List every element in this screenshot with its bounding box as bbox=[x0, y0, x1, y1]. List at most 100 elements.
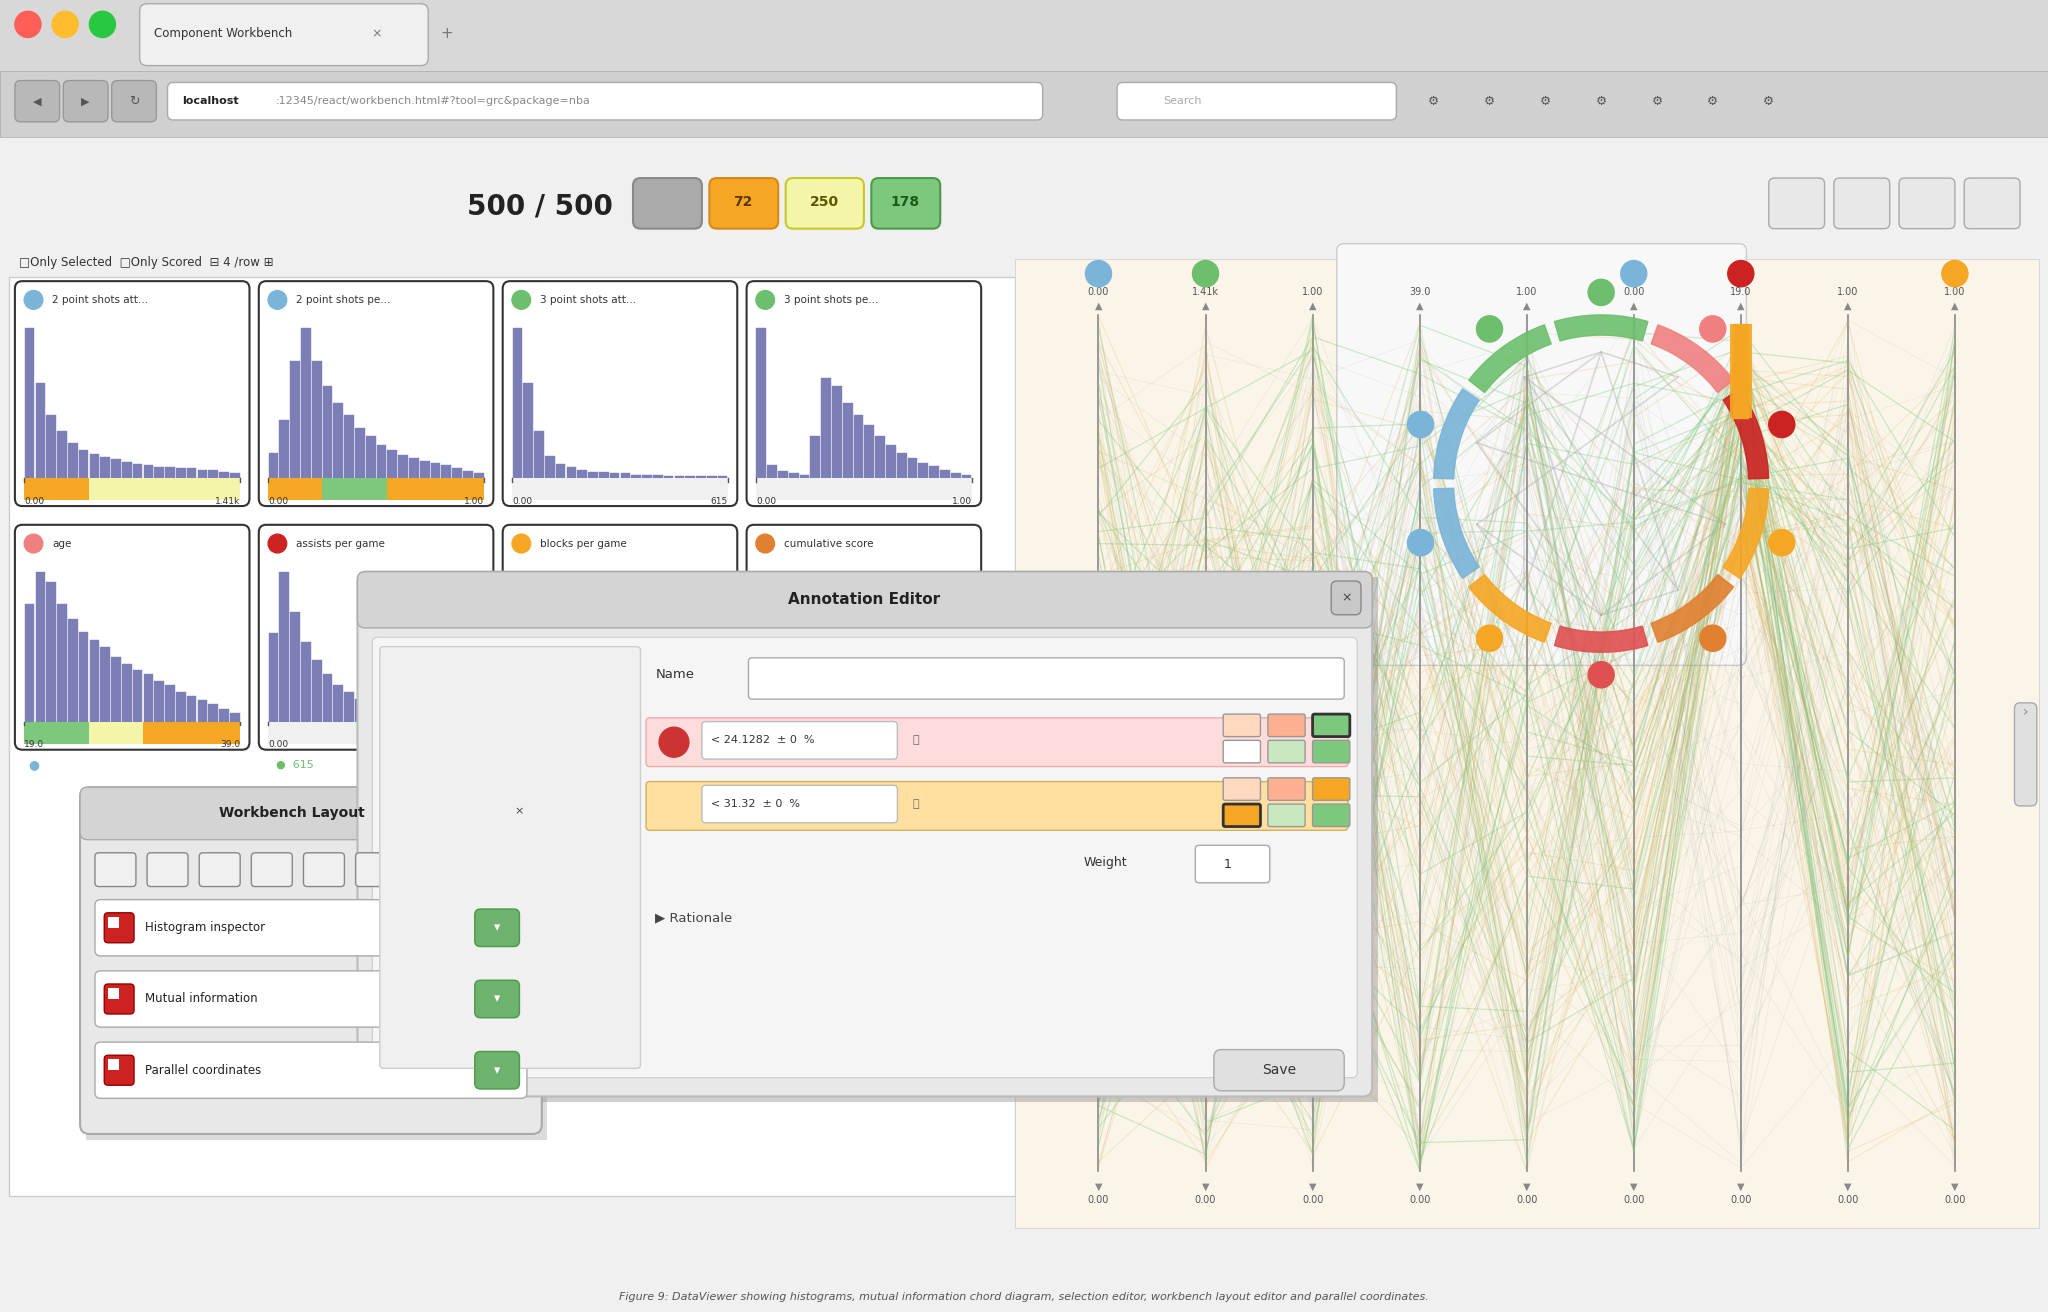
Bar bbox=[1014, 258, 2038, 1228]
Bar bbox=[788, 472, 799, 478]
Bar bbox=[778, 471, 788, 478]
Text: 39.0: 39.0 bbox=[219, 740, 240, 749]
Text: 0.00: 0.00 bbox=[1303, 1194, 1323, 1204]
Bar bbox=[664, 719, 674, 722]
Text: ▲: ▲ bbox=[1309, 300, 1317, 311]
Bar bbox=[219, 708, 229, 722]
Bar bbox=[717, 719, 727, 722]
Bar bbox=[344, 691, 354, 722]
Text: Search: Search bbox=[1163, 96, 1202, 106]
Bar bbox=[535, 686, 545, 722]
Text: ⚙: ⚙ bbox=[1708, 94, 1718, 108]
Text: Name: Name bbox=[655, 668, 694, 681]
FancyBboxPatch shape bbox=[147, 853, 188, 887]
Text: 2 point shots att...: 2 point shots att... bbox=[51, 295, 147, 304]
Text: 1.41k: 1.41k bbox=[215, 497, 240, 505]
Text: □Only Selected  □Only Scored  ⊟ 4 /row ⊞: □Only Selected □Only Scored ⊟ 4 /row ⊞ bbox=[18, 256, 272, 269]
FancyBboxPatch shape bbox=[702, 786, 897, 823]
Polygon shape bbox=[1651, 575, 1733, 643]
Circle shape bbox=[512, 534, 530, 552]
Bar bbox=[864, 669, 874, 722]
Bar bbox=[473, 472, 483, 478]
Bar bbox=[311, 660, 322, 722]
Bar bbox=[907, 458, 918, 478]
Text: ⚙: ⚙ bbox=[1595, 94, 1608, 108]
Bar bbox=[154, 681, 164, 722]
Bar bbox=[109, 917, 119, 928]
Text: Parallel coordinates: Parallel coordinates bbox=[145, 1064, 262, 1077]
Bar bbox=[821, 378, 831, 478]
Circle shape bbox=[1407, 412, 1434, 438]
Bar bbox=[88, 478, 240, 500]
Bar bbox=[674, 719, 684, 722]
FancyBboxPatch shape bbox=[1268, 778, 1305, 800]
Bar bbox=[111, 459, 121, 478]
Text: blocks per game: blocks per game bbox=[541, 538, 627, 548]
FancyBboxPatch shape bbox=[14, 80, 59, 122]
Bar bbox=[831, 386, 842, 478]
Bar bbox=[367, 437, 375, 478]
Bar bbox=[397, 455, 408, 478]
Bar bbox=[545, 706, 555, 722]
Text: ▲: ▲ bbox=[1524, 300, 1530, 311]
Bar bbox=[555, 711, 565, 722]
Text: assists per game: assists per game bbox=[297, 538, 385, 548]
Bar bbox=[197, 701, 207, 722]
Bar bbox=[0, 0, 2048, 71]
FancyBboxPatch shape bbox=[252, 853, 293, 887]
Bar bbox=[0, 71, 2048, 136]
Text: Component Workbench: Component Workbench bbox=[154, 28, 293, 41]
Text: ▲: ▲ bbox=[1202, 300, 1208, 311]
FancyBboxPatch shape bbox=[709, 178, 778, 228]
FancyBboxPatch shape bbox=[94, 853, 135, 887]
FancyBboxPatch shape bbox=[645, 782, 1348, 830]
Bar bbox=[567, 467, 575, 478]
Bar bbox=[887, 690, 895, 722]
Text: 1.00: 1.00 bbox=[465, 497, 483, 505]
FancyBboxPatch shape bbox=[356, 853, 397, 887]
Bar bbox=[410, 715, 418, 722]
Bar bbox=[831, 613, 842, 722]
Text: ▲: ▲ bbox=[1952, 300, 1958, 311]
Bar bbox=[707, 719, 717, 722]
Text: Mutual information: Mutual information bbox=[145, 992, 258, 1005]
Text: ⚙: ⚙ bbox=[1427, 94, 1440, 108]
FancyBboxPatch shape bbox=[1268, 740, 1305, 762]
Bar bbox=[874, 437, 885, 478]
Bar bbox=[643, 475, 651, 478]
Text: ▾: ▾ bbox=[494, 992, 500, 1005]
FancyBboxPatch shape bbox=[702, 722, 897, 760]
FancyBboxPatch shape bbox=[1223, 804, 1260, 827]
Bar bbox=[588, 718, 598, 722]
FancyBboxPatch shape bbox=[475, 909, 520, 946]
FancyBboxPatch shape bbox=[1313, 714, 1350, 736]
Circle shape bbox=[756, 290, 774, 310]
FancyBboxPatch shape bbox=[1898, 178, 1956, 228]
Circle shape bbox=[1769, 530, 1794, 556]
Bar bbox=[387, 450, 397, 478]
Circle shape bbox=[1700, 316, 1726, 342]
FancyBboxPatch shape bbox=[113, 80, 156, 122]
Text: age: age bbox=[51, 538, 72, 548]
FancyBboxPatch shape bbox=[1313, 778, 1350, 800]
Bar bbox=[143, 466, 154, 478]
Text: cumulative score: cumulative score bbox=[784, 538, 872, 548]
Bar bbox=[334, 403, 344, 478]
FancyBboxPatch shape bbox=[1833, 178, 1890, 228]
FancyBboxPatch shape bbox=[80, 787, 543, 840]
Text: ▲: ▲ bbox=[1737, 300, 1745, 311]
Text: ▲: ▲ bbox=[1843, 300, 1851, 311]
FancyBboxPatch shape bbox=[504, 796, 532, 828]
Bar bbox=[268, 453, 279, 478]
Bar bbox=[578, 470, 588, 478]
Text: 0.00: 0.00 bbox=[1731, 1194, 1751, 1204]
Text: Workbench Layout: Workbench Layout bbox=[219, 807, 365, 820]
Circle shape bbox=[1587, 661, 1614, 687]
FancyBboxPatch shape bbox=[1313, 804, 1350, 827]
Text: 0.00: 0.00 bbox=[512, 497, 532, 505]
Bar bbox=[123, 664, 131, 722]
Text: ◀: ◀ bbox=[33, 96, 41, 106]
Circle shape bbox=[1477, 625, 1503, 651]
FancyBboxPatch shape bbox=[502, 281, 737, 506]
FancyBboxPatch shape bbox=[2015, 703, 2038, 806]
